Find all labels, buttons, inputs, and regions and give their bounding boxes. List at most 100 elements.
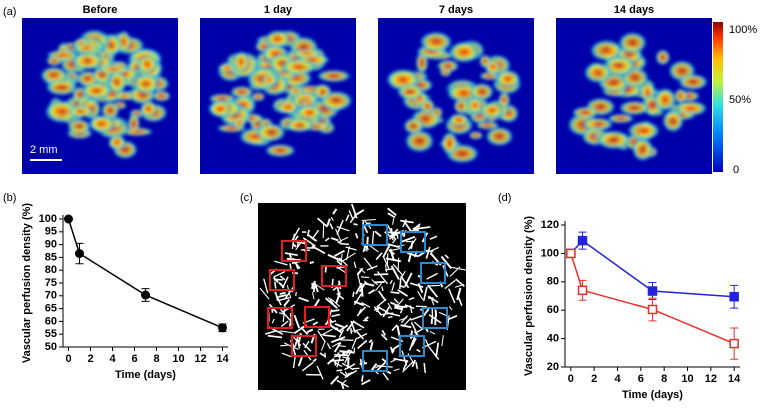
y-tick-label: 20 xyxy=(547,361,559,373)
vessel xyxy=(353,224,357,225)
marker xyxy=(219,324,227,332)
blob xyxy=(439,68,451,77)
x-tick-label: 2 xyxy=(591,373,597,385)
x-tick-label: 0 xyxy=(568,373,574,385)
marker xyxy=(579,237,587,245)
x-tick-label: 4 xyxy=(109,353,116,365)
panel-label: (b) xyxy=(3,192,16,204)
y-tick-label: 80 xyxy=(547,276,559,288)
y-tick-label: 90 xyxy=(45,239,57,251)
vessel xyxy=(312,283,313,289)
blob xyxy=(81,82,112,99)
series-line xyxy=(69,219,223,328)
y-tick-label: 70 xyxy=(45,290,57,302)
scale-bar-label: 2 mm xyxy=(30,144,58,156)
image-title: 1 day xyxy=(264,4,293,16)
y-axis-title: Vascular perfusion density (%) xyxy=(523,216,535,376)
x-axis-title: Time (days) xyxy=(622,389,683,401)
blob xyxy=(678,74,709,90)
blob xyxy=(233,51,249,73)
vessel xyxy=(362,375,363,381)
blob xyxy=(662,109,684,132)
vessel xyxy=(351,328,352,334)
x-tick-label: 12 xyxy=(705,373,717,385)
blob xyxy=(114,92,136,100)
blob xyxy=(441,132,457,156)
y-tick-label: 60 xyxy=(45,315,57,327)
colorbar-label: 0 xyxy=(733,164,739,176)
vessel xyxy=(361,277,369,278)
marker xyxy=(65,215,73,223)
x-tick-label: 6 xyxy=(638,373,644,385)
blob xyxy=(453,98,469,114)
blob xyxy=(73,43,99,53)
blob xyxy=(618,32,647,54)
x-axis-title: Time (days) xyxy=(115,369,176,381)
colorbar-label: 50% xyxy=(729,94,751,106)
x-tick-label: 8 xyxy=(153,353,159,365)
blob xyxy=(233,116,246,129)
blob xyxy=(619,101,651,116)
y-tick-label: 65 xyxy=(45,303,57,315)
blob xyxy=(449,113,470,126)
x-tick-label: 12 xyxy=(194,353,206,365)
blob xyxy=(265,30,291,48)
y-tick-label: 40 xyxy=(547,333,559,345)
vessel xyxy=(336,370,342,371)
marker xyxy=(730,293,738,301)
blob xyxy=(140,100,157,117)
vessel xyxy=(323,224,324,238)
vessel xyxy=(416,306,427,307)
blob xyxy=(485,127,513,147)
blob xyxy=(674,88,687,104)
blob xyxy=(480,102,503,118)
vessel xyxy=(310,262,314,263)
y-tick-label: 85 xyxy=(45,251,57,263)
blob xyxy=(572,107,600,119)
y-tick-label: 100 xyxy=(39,213,57,225)
blob xyxy=(68,106,94,118)
marker xyxy=(649,287,657,295)
image-title: Before xyxy=(83,4,118,16)
blob xyxy=(46,56,63,66)
blob xyxy=(495,70,520,88)
y-tick-label: 60 xyxy=(547,304,559,316)
blob xyxy=(448,41,479,63)
y-tick-label: 95 xyxy=(45,226,57,238)
y-axis-title: Vascular perfusion density (%) xyxy=(21,203,33,363)
panel-label: (c) xyxy=(240,192,253,204)
blob xyxy=(256,123,286,142)
vessel xyxy=(333,328,338,329)
vessel xyxy=(390,292,399,293)
blob xyxy=(397,84,424,100)
vessel xyxy=(400,278,401,289)
blob xyxy=(632,138,654,162)
blob xyxy=(291,49,322,57)
blob xyxy=(627,121,660,140)
y-tick-label: 55 xyxy=(45,328,57,340)
vessel xyxy=(275,282,276,289)
x-tick-label: 4 xyxy=(614,373,621,385)
blob xyxy=(209,101,232,118)
blob xyxy=(288,87,304,96)
x-tick-label: 10 xyxy=(172,353,184,365)
y-tick-label: 75 xyxy=(45,277,57,289)
blob xyxy=(316,70,351,82)
marker xyxy=(142,291,150,299)
colorbar xyxy=(713,22,723,172)
blob xyxy=(72,52,103,71)
blob xyxy=(656,49,671,65)
vessel xyxy=(298,242,299,247)
x-tick-label: 14 xyxy=(216,353,229,365)
blob xyxy=(45,79,78,96)
blob xyxy=(265,144,297,157)
blob xyxy=(313,84,332,100)
image-title: 14 days xyxy=(614,4,654,16)
vessel xyxy=(290,263,291,268)
blob xyxy=(596,130,631,149)
blob xyxy=(281,59,317,76)
y-tick-label: 120 xyxy=(541,219,559,231)
blob xyxy=(88,115,115,133)
vessel xyxy=(330,310,339,311)
blob xyxy=(419,31,452,52)
